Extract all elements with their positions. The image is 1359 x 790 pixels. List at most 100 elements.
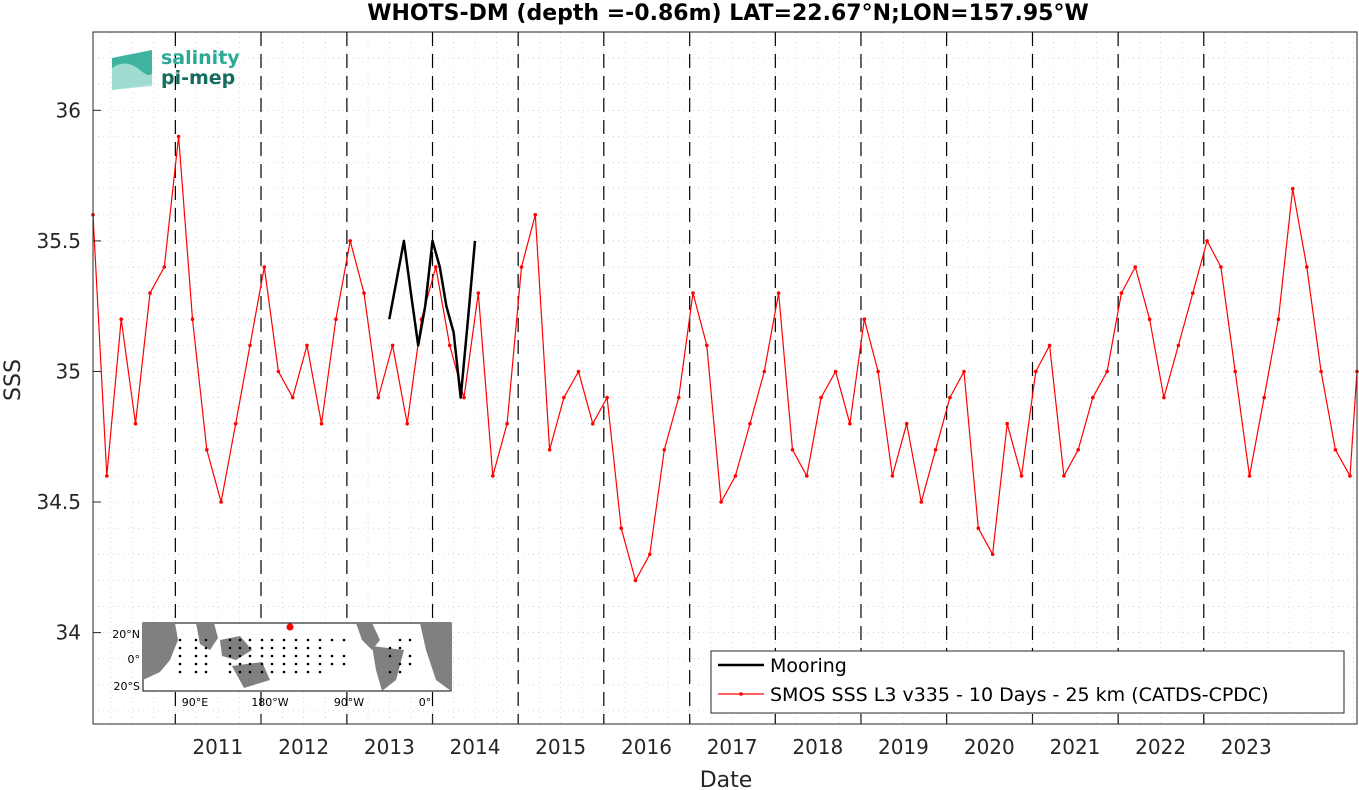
- inset-mooring-dot: [260, 646, 264, 650]
- inset-mooring-dot: [248, 646, 252, 650]
- smos-data-point: [447, 343, 452, 348]
- inset-map-frame: [142, 622, 452, 692]
- inset-mooring-dot: [270, 662, 274, 666]
- legend-smos-marker: [739, 692, 743, 696]
- smos-data-point: [619, 526, 623, 530]
- inset-lon-label-2: 180°W: [251, 696, 288, 709]
- smos-data-point: [591, 421, 595, 426]
- inset-mooring-dot: [228, 670, 232, 674]
- inset-mooring-dot: [178, 646, 182, 650]
- x-tick-label: 2013: [364, 735, 415, 759]
- smos-data-point: [1233, 369, 1237, 374]
- x-tick-label: 2017: [707, 735, 758, 759]
- inset-mooring-dot: [178, 662, 182, 666]
- smos-data-point: [562, 395, 566, 400]
- inset-mooring-dot: [388, 646, 392, 650]
- inset-mooring-dots: [178, 638, 412, 674]
- inset-mooring-dot: [228, 662, 232, 666]
- inset-lon-label-1: 90°E: [182, 696, 208, 709]
- inset-lat-label-3: 20°S: [114, 680, 140, 693]
- inset-mooring-dot: [238, 646, 242, 650]
- inset-mooring-dot: [238, 670, 242, 674]
- inset-mooring-dot: [318, 662, 322, 666]
- inset-mooring-dot: [178, 670, 182, 674]
- inset-land-australia: [232, 662, 270, 688]
- smos-data-point: [848, 421, 852, 426]
- smos-data-point: [962, 369, 966, 374]
- inset-mooring-dot: [318, 654, 322, 658]
- logo-line2: pi-mep: [161, 67, 235, 89]
- smos-data-point: [748, 421, 752, 426]
- inset-mooring-dot: [270, 670, 274, 674]
- inset-mooring-dot: [282, 670, 286, 674]
- y-tick-label: 34: [56, 621, 81, 645]
- smos-data-point: [719, 500, 723, 504]
- x-tick-label: 2015: [535, 735, 586, 759]
- inset-mooring-dot: [194, 638, 198, 642]
- inset-land-central-america: [356, 623, 380, 650]
- inset-mooring-dot: [260, 662, 264, 666]
- smos-data-point: [105, 474, 109, 478]
- series-layer: [91, 134, 1359, 583]
- smos-data-point: [948, 395, 952, 400]
- logo-line1: salinity: [161, 47, 240, 69]
- smos-data-point: [976, 526, 981, 530]
- inset-mooring-dot: [342, 654, 346, 658]
- smos-data-point: [1219, 265, 1223, 269]
- inset-mooring-dot: [260, 654, 264, 658]
- inset-mooring-dot: [178, 638, 182, 642]
- inset-map: 20°N 0° 20°S 90°E 180°W 90°W 0°: [112, 622, 452, 709]
- smos-data-point: [1305, 265, 1309, 269]
- smos-data-point: [334, 317, 338, 322]
- smos-data-point: [1034, 369, 1038, 374]
- smos-data-point: [519, 265, 524, 269]
- smos-data-point: [1162, 395, 1166, 400]
- inset-land-asia: [196, 623, 218, 650]
- smos-data-point: [1176, 343, 1181, 348]
- smos-data-point: [1076, 448, 1080, 452]
- y-axis-label: SSS: [1, 359, 26, 401]
- y-tick-label: 35.5: [36, 229, 81, 253]
- salinity-pimep-logo: salinity pi-mep: [112, 47, 240, 90]
- smos-data-point: [290, 395, 295, 400]
- x-tick-label: 2020: [964, 735, 1015, 759]
- smos-data-point: [533, 213, 538, 217]
- x-tick-label: 2011: [192, 735, 243, 759]
- inset-mooring-dot: [238, 654, 242, 658]
- smos-data-point: [890, 474, 895, 478]
- logo-wave-icon-light: [112, 63, 153, 90]
- inset-mooring-dot: [270, 646, 274, 650]
- inset-mooring-dot: [306, 654, 310, 658]
- inset-mooring-dot: [408, 638, 412, 642]
- inset-lon-label-4: 0°: [419, 696, 432, 709]
- inset-mooring-dot: [408, 654, 412, 658]
- smos-data-point: [776, 291, 781, 295]
- smos-data-point: [1119, 291, 1124, 295]
- inset-mooring-dot: [306, 662, 310, 666]
- inset-mooring-dot: [398, 662, 402, 666]
- inset-mooring-dot: [318, 670, 322, 674]
- x-tick-label: 2023: [1221, 735, 1272, 759]
- inset-mooring-dot: [194, 646, 198, 650]
- smos-data-point: [904, 421, 909, 426]
- inset-mooring-dot: [294, 646, 298, 650]
- y-tick-label: 34.5: [36, 490, 81, 514]
- y-axis-ticks: 34 34.5 35 35.5 36: [36, 98, 101, 645]
- smos-data-point: [1133, 265, 1138, 269]
- y-tick-label: 35: [56, 359, 81, 383]
- inset-mooring-dot: [318, 638, 322, 642]
- smos-data-point: [1333, 448, 1338, 452]
- smos-data-point: [705, 343, 709, 348]
- smos-data-point: [362, 291, 366, 295]
- inset-mooring-dot: [342, 662, 346, 666]
- inset-mooring-dot: [204, 662, 208, 666]
- smos-data-point: [576, 369, 581, 374]
- inset-mooring-dot: [238, 638, 242, 642]
- smos-data-point: [176, 134, 181, 139]
- legend-box: [710, 650, 1345, 714]
- inset-mooring-dot: [398, 646, 402, 650]
- inset-mooring-dot: [294, 654, 298, 658]
- inset-mooring-dot: [282, 638, 286, 642]
- inset-mooring-dot: [294, 670, 298, 674]
- inset-lat-label-2: 0°: [128, 653, 141, 666]
